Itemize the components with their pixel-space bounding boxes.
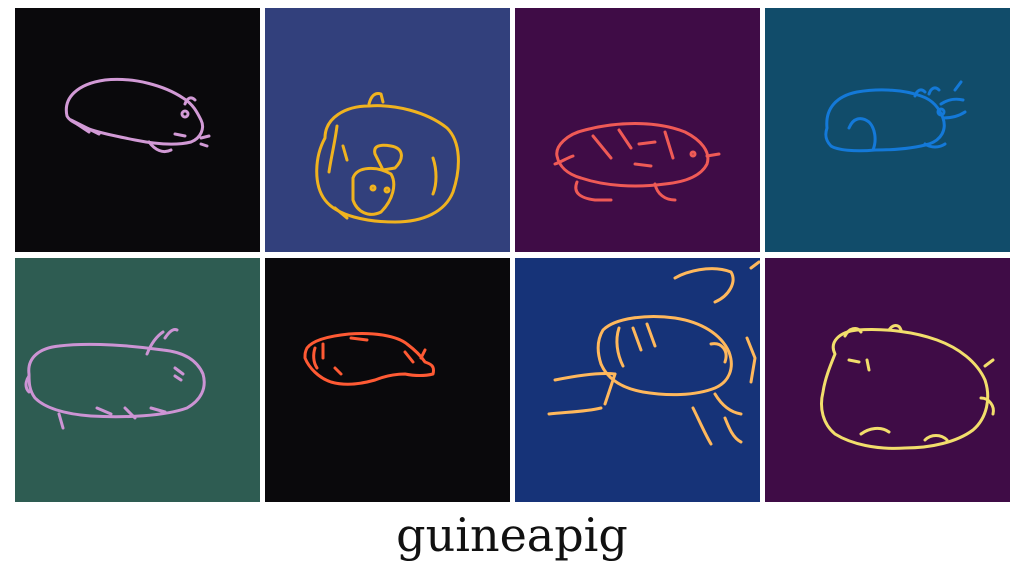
guineapig-sketch-4 <box>824 80 967 153</box>
sketch-tile-4 <box>765 8 1010 252</box>
sketch-grid <box>15 8 1011 502</box>
guineapig-sketch-6 <box>303 332 435 386</box>
guineapig-sketch-8 <box>820 324 995 450</box>
guineapig-sketch-2 <box>315 92 460 224</box>
sketch-tile-6 <box>265 258 510 502</box>
guineapig-sketch-7 <box>547 260 760 446</box>
sketch-tile-5 <box>15 258 260 502</box>
sketch-tile-7 <box>515 258 760 502</box>
sketch-tile-8 <box>765 258 1010 502</box>
category-caption: guineapig <box>396 508 628 562</box>
sketch-tile-2 <box>265 8 510 252</box>
sketch-tile-3 <box>515 8 760 252</box>
guineapig-sketch-5 <box>24 328 206 430</box>
sketch-tile-1 <box>15 8 260 252</box>
guineapig-sketch-1 <box>64 77 211 154</box>
guineapig-sketch-3 <box>553 122 721 202</box>
